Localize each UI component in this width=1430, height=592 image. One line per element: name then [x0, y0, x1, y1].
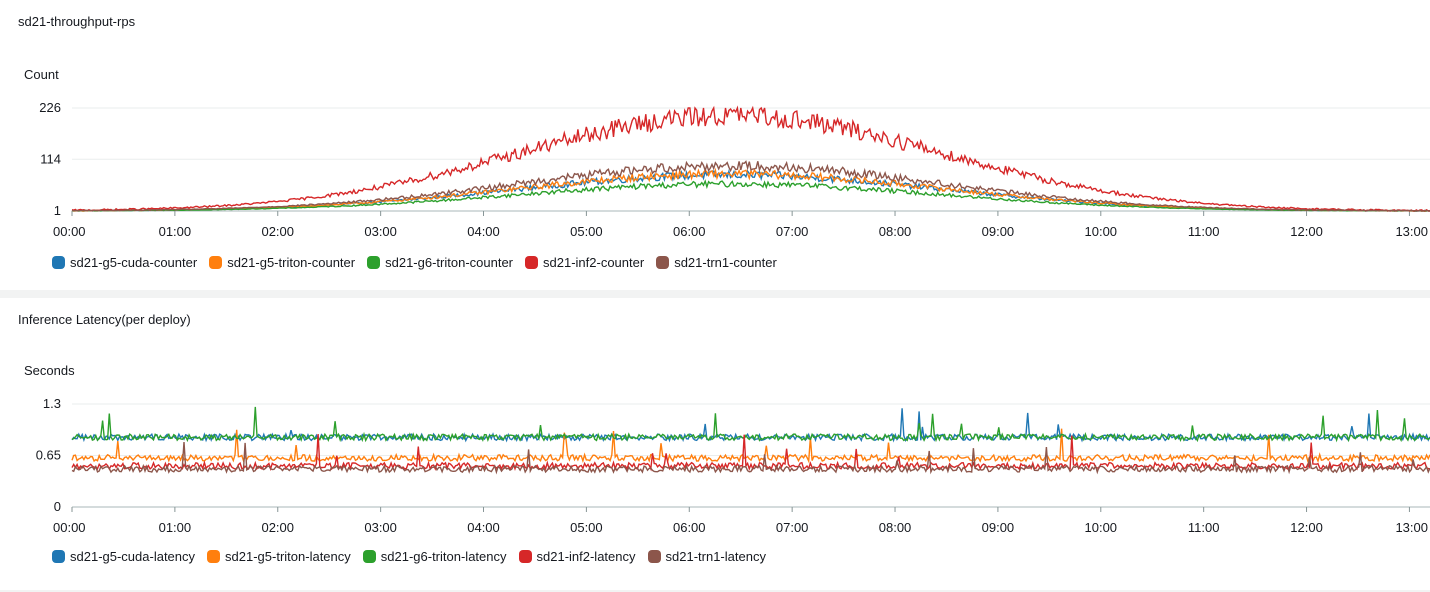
series-line[interactable] [71, 179, 1430, 212]
latency-panel: Inference Latency(per deploy) Seconds 1.3… [0, 298, 1430, 590]
y-tick-label: 1 [54, 203, 61, 218]
latency-chart[interactable]: Seconds 1.3 0.65 0 00:00 01:00 02:00 03:00 04:00… [0, 298, 1430, 544]
series-line[interactable] [71, 433, 1430, 472]
legend-item[interactable]: sd21-inf2-latency [518, 549, 636, 564]
x-tick-label: 12:00 [1290, 520, 1323, 535]
y-axis-unit: Seconds [24, 363, 75, 378]
legend-item[interactable]: sd21-g6-triton-counter [367, 255, 513, 270]
x-tick-label: 04:00 [467, 520, 500, 535]
legend-swatch [209, 256, 223, 269]
throughput-legend: sd21-g5-cuda-counter sd21-g5-triton-count… [52, 255, 789, 270]
legend-swatch [656, 256, 670, 269]
legend-swatch [52, 550, 65, 563]
panel-title: Inference Latency(per deploy) [18, 312, 191, 327]
x-tick-label: 08:00 [879, 520, 912, 535]
x-tick-label: 00:00 [53, 224, 86, 239]
x-tick-label: 05:00 [570, 520, 603, 535]
y-tick-label: 226 [39, 100, 61, 115]
latency-legend: sd21-g5-cuda-latency sd21-g5-triton-laten… [52, 549, 778, 564]
throughput-chart[interactable]: Count 226 114 1 00:00 01:00 02:00 03:00 04:00 05:… [0, 0, 1430, 250]
y-axis-unit: Count [24, 67, 59, 82]
y-tick-label: 0 [54, 499, 61, 514]
legend-item[interactable]: sd21-inf2-counter [525, 255, 644, 270]
x-tick-label: 06:00 [673, 224, 706, 239]
x-tick-label: 02:00 [261, 520, 294, 535]
legend-label: sd21-trn1-latency [665, 549, 766, 564]
x-tick-label: 04:00 [467, 224, 500, 239]
x-tick-label: 11:00 [1188, 224, 1220, 239]
legend-item[interactable]: sd21-trn1-latency [647, 549, 766, 564]
legend-item[interactable]: sd21-g5-cuda-counter [52, 255, 197, 270]
x-tick-label: 06:00 [673, 520, 706, 535]
x-tick-label: 11:00 [1188, 520, 1220, 535]
legend-swatch [647, 550, 661, 563]
y-tick-label: 0.65 [36, 448, 61, 463]
legend-label: sd21-g6-triton-counter [385, 255, 514, 270]
x-tick-label: 03:00 [364, 224, 397, 239]
legend-label: sd21-inf2-latency [536, 549, 636, 564]
x-tick-label: 12:00 [1290, 224, 1323, 239]
series-line[interactable] [71, 160, 1430, 212]
x-tick-label: 08:00 [879, 224, 912, 239]
series-line[interactable] [71, 168, 1430, 212]
panel-title: sd21-throughput-rps [18, 14, 136, 29]
legend-item[interactable]: sd21-g5-cuda-latency [52, 549, 195, 564]
series-line[interactable] [71, 441, 1430, 475]
legend-swatch [525, 256, 539, 269]
x-tick-label: 02:00 [261, 224, 294, 239]
legend-swatch [52, 256, 65, 269]
legend-item[interactable]: sd21-g6-triton-latency [362, 549, 507, 564]
legend-item[interactable]: sd21-g5-triton-latency [207, 549, 351, 564]
legend-label: sd21-g5-triton-counter [227, 255, 356, 270]
legend-label: sd21-g5-cuda-counter [70, 255, 198, 270]
x-tick-label: 13:00 [1395, 224, 1428, 239]
x-tick-label: 07:00 [776, 224, 809, 239]
legend-item[interactable]: sd21-g5-triton-counter [209, 255, 355, 270]
x-tick-label: 01:00 [159, 224, 192, 239]
series-line[interactable] [71, 105, 1430, 212]
legend-label: sd21-g5-cuda-latency [70, 549, 196, 564]
legend-label: sd21-g5-triton-latency [225, 549, 351, 564]
legend-label: sd21-inf2-counter [543, 255, 645, 270]
x-tick-label: 01:00 [159, 520, 192, 535]
x-tick-label: 10:00 [1085, 520, 1118, 535]
x-tick-label: 13:00 [1395, 520, 1428, 535]
x-tick-label: 09:00 [982, 520, 1015, 535]
x-tick-label: 07:00 [776, 520, 809, 535]
y-tick-label: 114 [40, 151, 61, 166]
legend-label: sd21-g6-triton-latency [380, 549, 507, 564]
y-tick-label: 1.3 [43, 396, 61, 411]
legend-swatch [207, 550, 221, 563]
legend-label: sd21-trn1-counter [674, 255, 777, 270]
x-tick-label: 03:00 [364, 520, 397, 535]
series-line[interactable] [71, 428, 1430, 464]
x-tick-label: 10:00 [1085, 224, 1118, 239]
legend-swatch [518, 550, 532, 563]
legend-item[interactable]: sd21-trn1-counter [656, 255, 777, 270]
throughput-panel: sd21-throughput-rps Count 226 114 1 00:00 01:… [0, 0, 1430, 290]
legend-swatch [367, 256, 381, 269]
x-tick-label: 00:00 [53, 520, 86, 535]
x-tick-label: 09:00 [982, 224, 1015, 239]
legend-swatch [362, 550, 376, 563]
x-tick-label: 05:00 [570, 224, 603, 239]
series-line[interactable] [71, 406, 1430, 443]
